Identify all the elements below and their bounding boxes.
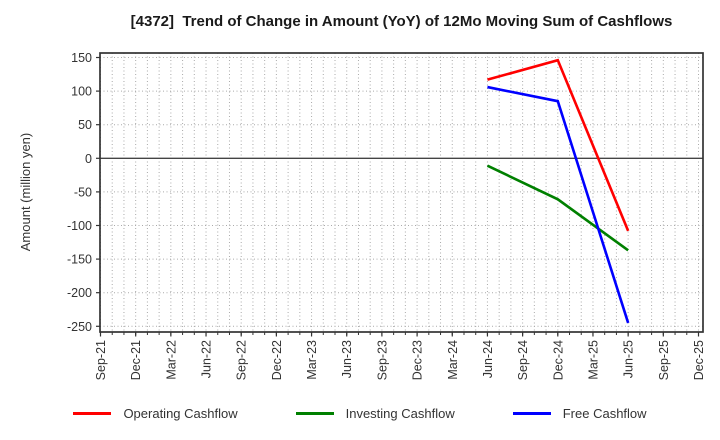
svg-text:-150: -150 xyxy=(67,253,92,267)
svg-text:0: 0 xyxy=(85,152,92,166)
investing-line-swatch-icon xyxy=(295,411,334,415)
svg-text:Mar-25: Mar-25 xyxy=(586,340,600,380)
svg-text:Sep-23: Sep-23 xyxy=(375,340,389,380)
svg-text:Jun-24: Jun-24 xyxy=(481,340,495,378)
free-line-swatch-icon xyxy=(512,411,551,415)
svg-text:Sep-21: Sep-21 xyxy=(94,340,108,380)
svg-text:50: 50 xyxy=(78,118,92,132)
chart-title: [4372] Trend of Change in Amount (YoY) o… xyxy=(130,13,673,30)
svg-text:Dec-21: Dec-21 xyxy=(129,340,143,380)
legend-item-operating: Operating Cashflow xyxy=(73,405,238,421)
svg-text:Jun-23: Jun-23 xyxy=(340,340,354,378)
svg-text:Mar-24: Mar-24 xyxy=(446,340,460,380)
svg-text:Dec-24: Dec-24 xyxy=(551,340,565,380)
legend-item-investing: Investing Cashflow xyxy=(295,405,455,421)
svg-text:Jun-25: Jun-25 xyxy=(622,340,636,378)
legend-item-free: Free Cashflow xyxy=(512,405,647,421)
svg-text:Dec-23: Dec-23 xyxy=(411,340,425,380)
svg-text:Dec-25: Dec-25 xyxy=(692,340,706,380)
svg-text:Mar-22: Mar-22 xyxy=(164,340,178,380)
chart-legend: Operating Cashflow Investing Cashflow Fr… xyxy=(0,401,720,425)
svg-text:Sep-22: Sep-22 xyxy=(235,340,249,380)
svg-text:150: 150 xyxy=(71,51,92,65)
svg-text:-250: -250 xyxy=(67,320,92,334)
svg-text:Sep-24: Sep-24 xyxy=(516,340,530,380)
svg-text:100: 100 xyxy=(71,85,92,99)
svg-text:Sep-25: Sep-25 xyxy=(657,340,671,380)
svg-text:Dec-22: Dec-22 xyxy=(270,340,284,380)
legend-label-operating: Operating Cashflow xyxy=(123,405,238,421)
svg-text:Mar-23: Mar-23 xyxy=(305,340,319,380)
operating-line-swatch-icon xyxy=(73,411,112,415)
svg-text:-50: -50 xyxy=(74,185,92,199)
svg-text:Jun-22: Jun-22 xyxy=(200,340,214,378)
legend-label-investing: Investing Cashflow xyxy=(345,405,455,421)
legend-label-free: Free Cashflow xyxy=(562,405,647,421)
svg-text:-200: -200 xyxy=(67,286,92,300)
svg-text:-100: -100 xyxy=(67,219,92,233)
